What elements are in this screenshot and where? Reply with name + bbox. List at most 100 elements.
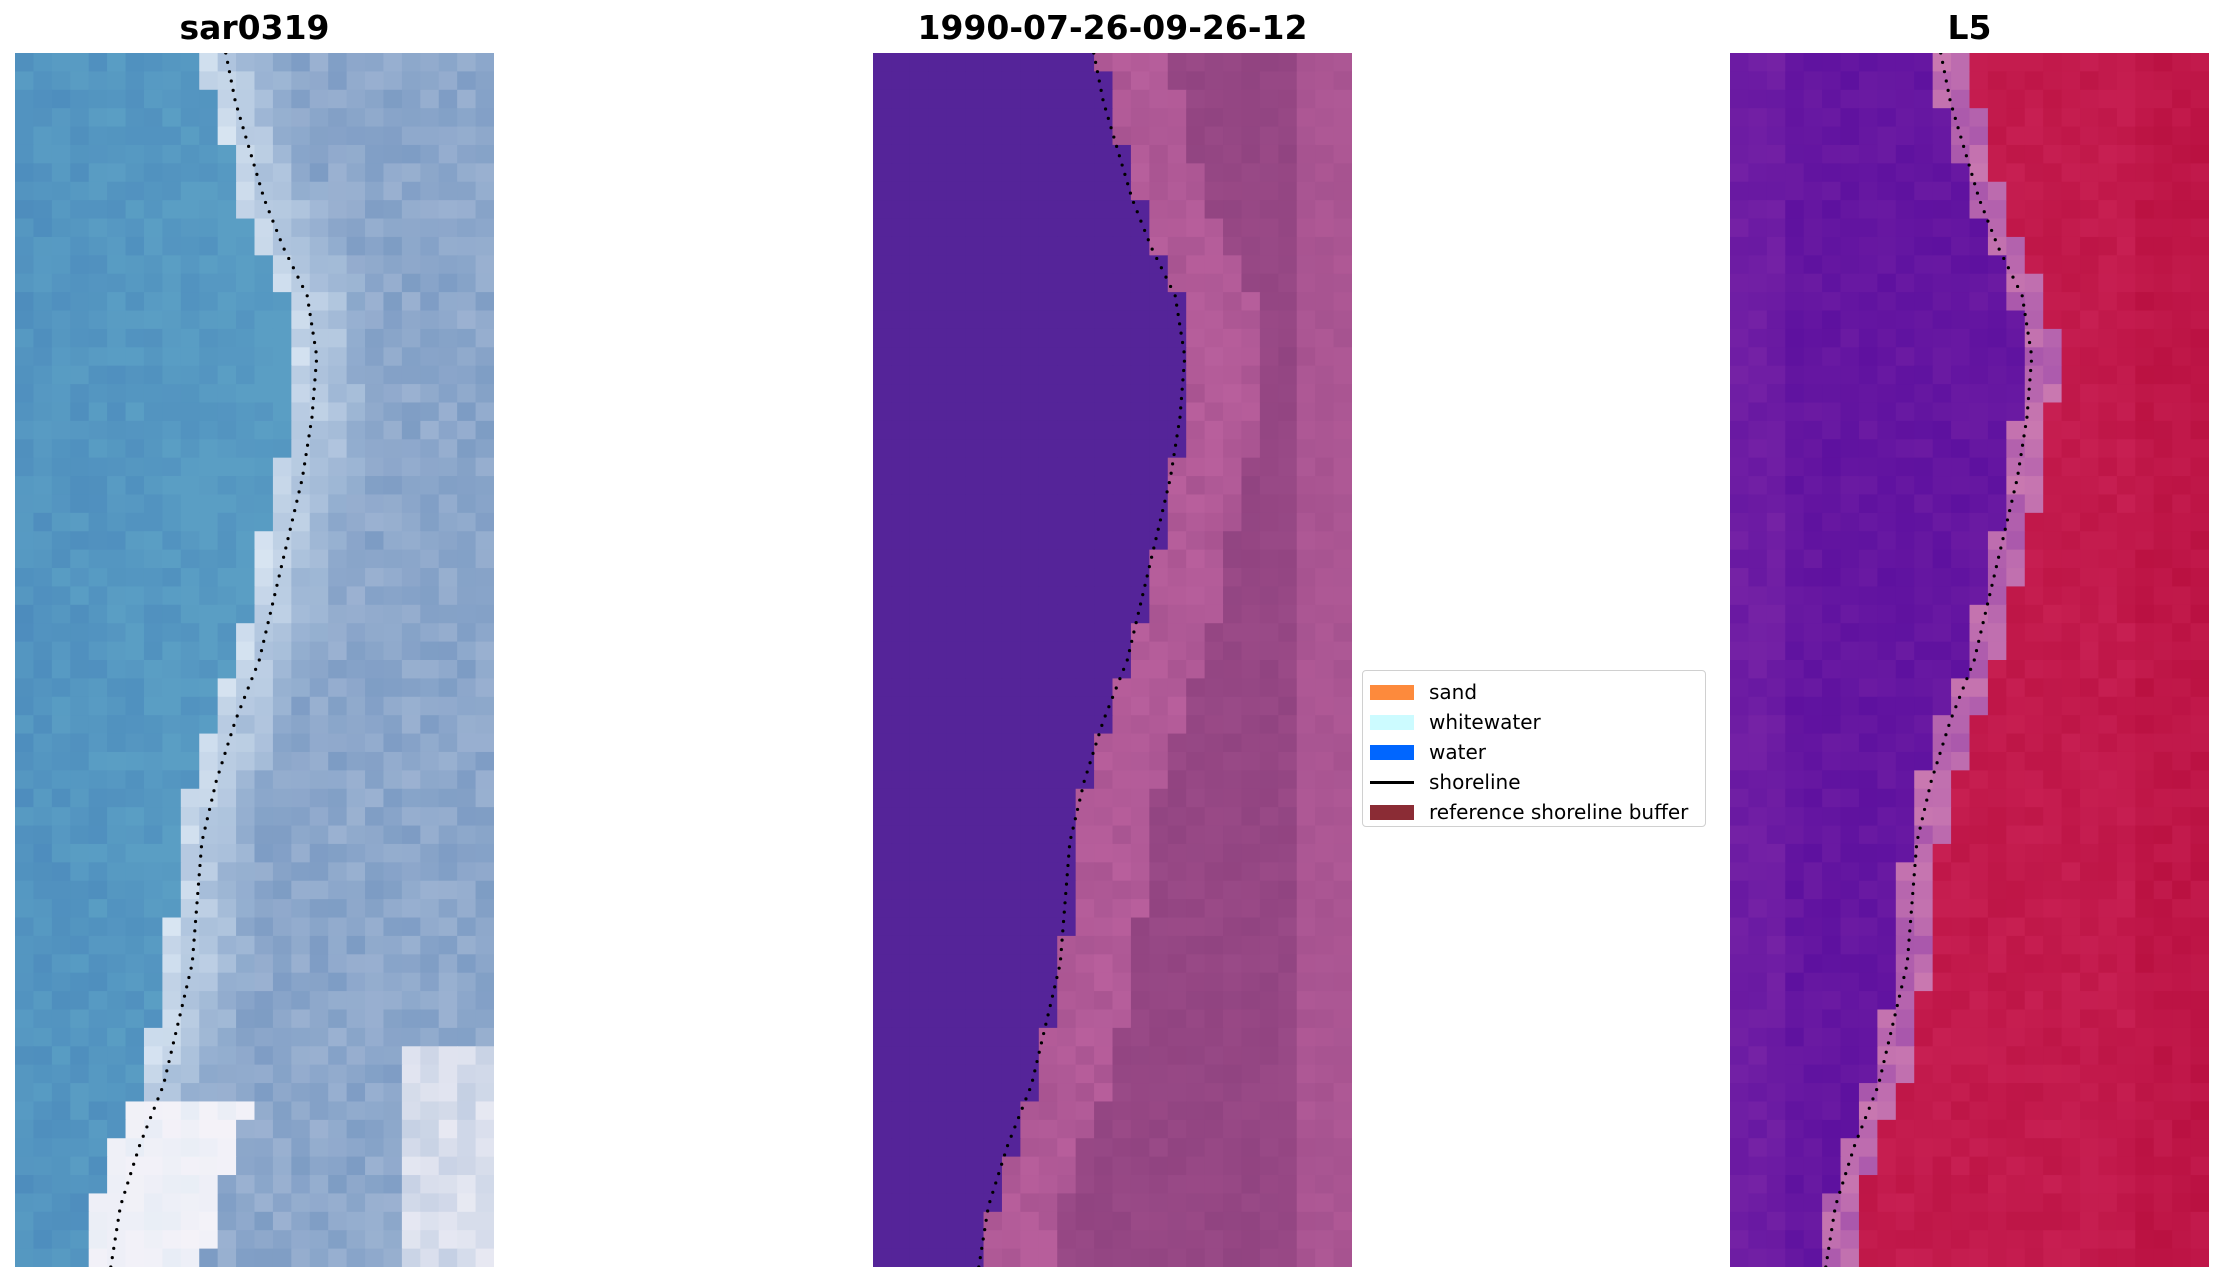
- raster-pixel: [1094, 71, 1114, 91]
- raster-pixel: [1167, 1101, 1187, 1121]
- raster-pixel: [1167, 181, 1187, 201]
- raster-pixel: [125, 310, 145, 330]
- raster-pixel: [1969, 181, 1989, 201]
- raster-pixel: [891, 1101, 911, 1121]
- shoreline-dot: [259, 649, 264, 653]
- raster-pixel: [909, 1211, 929, 1231]
- raster-pixel: [1038, 200, 1058, 220]
- raster-pixel: [1259, 255, 1279, 275]
- shoreline-dot: [307, 434, 311, 438]
- raster-pixel: [291, 512, 311, 532]
- raster-pixel: [1803, 89, 1823, 109]
- raster-pixel: [1822, 420, 1842, 440]
- raster-pixel: [1278, 623, 1298, 643]
- raster-pixel: [928, 144, 948, 164]
- raster-pixel: [1241, 181, 1261, 201]
- raster-pixel: [125, 200, 145, 220]
- raster-pixel: [1822, 402, 1842, 422]
- raster-pixel: [125, 439, 145, 459]
- raster-pixel: [1748, 678, 1768, 698]
- raster-pixel: [1333, 623, 1352, 643]
- raster-pixel: [217, 200, 237, 220]
- raster-pixel: [236, 144, 256, 164]
- raster-pixel: [199, 108, 219, 128]
- raster-pixel: [2135, 494, 2155, 514]
- raster-pixel: [272, 420, 292, 440]
- raster-pixel: [2061, 310, 2081, 330]
- raster-pixel: [1167, 1119, 1187, 1139]
- raster-pixel: [1730, 862, 1750, 882]
- raster-pixel: [1969, 788, 1989, 808]
- raster-pixel: [1858, 439, 1878, 459]
- raster-pixel: [475, 1119, 494, 1139]
- raster-pixel: [1167, 935, 1187, 955]
- raster-pixel: [928, 1064, 948, 1084]
- raster-pixel: [1241, 163, 1261, 183]
- raster-pixel: [33, 71, 53, 91]
- raster-pixel: [180, 1193, 200, 1213]
- raster-pixel: [1057, 641, 1077, 661]
- raster-pixel: [1075, 733, 1095, 753]
- raster-pixel: [328, 715, 348, 735]
- raster-pixel: [1057, 181, 1077, 201]
- raster-pixel: [1186, 292, 1206, 312]
- raster-pixel: [217, 843, 237, 863]
- raster-pixel: [1766, 880, 1786, 900]
- raster-pixel: [1822, 181, 1842, 201]
- raster-pixel: [401, 568, 421, 588]
- shoreline-dot: [116, 1218, 120, 1222]
- raster-pixel: [1333, 53, 1352, 72]
- raster-pixel: [328, 696, 348, 716]
- raster-pixel: [1130, 751, 1150, 771]
- raster-pixel: [88, 273, 108, 293]
- raster-pixel: [438, 163, 458, 183]
- raster-pixel: [928, 825, 948, 845]
- raster-pixel: [1877, 236, 1897, 256]
- raster-pixel: [143, 751, 163, 771]
- raster-pixel: [965, 218, 985, 238]
- raster-pixel: [70, 384, 90, 404]
- raster-pixel: [438, 568, 458, 588]
- raster-pixel: [309, 660, 329, 679]
- raster-pixel: [2061, 623, 2081, 643]
- raster-pixel: [15, 402, 35, 422]
- raster-pixel: [1241, 862, 1261, 882]
- raster-pixel: [1766, 678, 1786, 698]
- raster-pixel: [1241, 273, 1261, 293]
- raster-pixel: [2190, 255, 2209, 275]
- raster-pixel: [965, 476, 985, 496]
- raster-pixel: [70, 862, 90, 882]
- raster-pixel: [891, 1175, 911, 1195]
- raster-pixel: [51, 1027, 71, 1047]
- raster-pixel: [199, 457, 219, 477]
- raster-pixel: [162, 328, 182, 348]
- raster-pixel: [1001, 1211, 1021, 1231]
- raster-pixel: [1149, 328, 1169, 348]
- raster-pixel: [1259, 843, 1279, 863]
- raster-pixel: [180, 218, 200, 238]
- raster-pixel: [946, 1101, 966, 1121]
- raster-pixel: [1112, 347, 1132, 367]
- raster-pixel: [51, 126, 71, 146]
- raster-pixel: [1112, 1027, 1132, 1047]
- raster-pixel: [88, 954, 108, 974]
- raster-pixel: [1969, 494, 1989, 514]
- raster-pixel: [1951, 328, 1971, 348]
- raster-pixel: [457, 862, 477, 882]
- raster-pixel: [2153, 255, 2173, 275]
- raster-pixel: [1204, 1083, 1224, 1103]
- raster-pixel: [15, 457, 35, 477]
- raster-pixel: [180, 89, 200, 109]
- raster-pixel: [1038, 604, 1058, 624]
- raster-pixel: [1038, 328, 1058, 348]
- raster-pixel: [946, 328, 966, 348]
- raster-pixel: [2153, 310, 2173, 330]
- raster-pixel: [1987, 549, 2007, 569]
- raster-pixel: [1094, 328, 1114, 348]
- raster-pixel: [107, 1046, 127, 1066]
- raster-pixel: [928, 181, 948, 201]
- raster-pixel: [1951, 843, 1971, 863]
- shoreline-dot: [983, 1228, 987, 1232]
- raster-pixel: [217, 1027, 237, 1047]
- raster-pixel: [2043, 733, 2063, 753]
